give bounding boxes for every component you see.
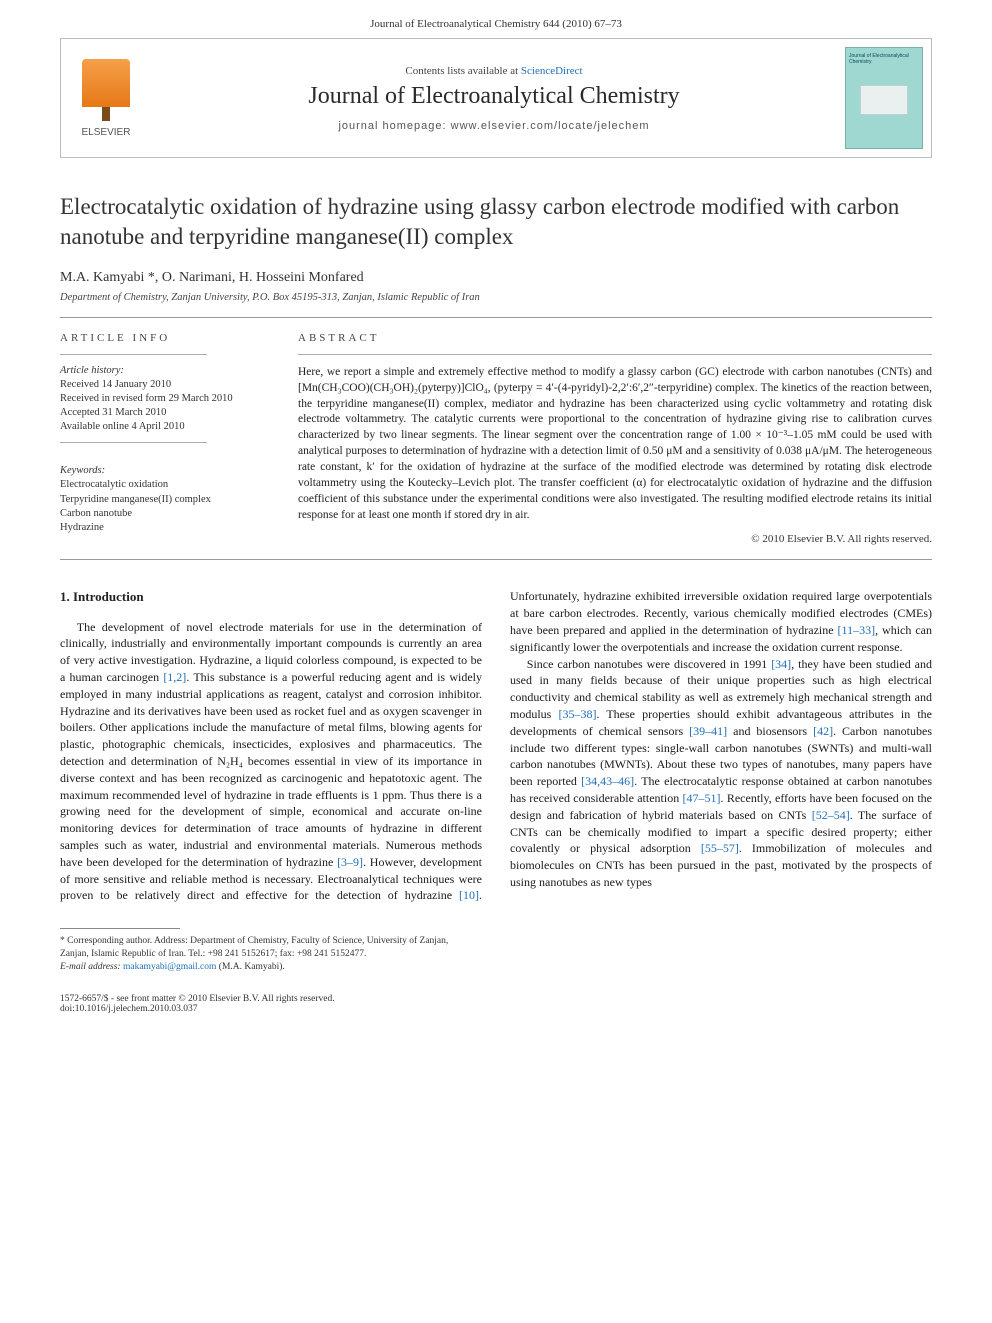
keywords-head: Keywords: <box>60 465 270 476</box>
text: . This substance is a powerful reducing … <box>60 670 482 869</box>
ref-link[interactable]: [1,2] <box>163 670 186 684</box>
ref-link[interactable]: [11–33] <box>838 623 876 637</box>
corresponding-author: * Corresponding author. Address: Departm… <box>60 935 460 961</box>
contents-line: Contents lists available at ScienceDirec… <box>405 65 582 77</box>
running-head: Journal of Electroanalytical Chemistry 6… <box>0 0 992 38</box>
journal-banner: ELSEVIER Contents lists available at Sci… <box>60 38 932 158</box>
ref-link[interactable]: [55–57] <box>701 841 739 855</box>
ref-link[interactable]: [42] <box>813 724 833 738</box>
history-head: Article history: <box>60 365 270 376</box>
divider <box>60 559 932 560</box>
history-line: Available online 4 April 2010 <box>60 420 270 434</box>
divider <box>298 354 932 355</box>
ref-link[interactable]: [35–38] <box>558 707 596 721</box>
ref-link[interactable]: [39–41] <box>689 724 727 738</box>
keyword: Hydrazine <box>60 521 270 535</box>
text: and biosensors <box>727 724 813 738</box>
keyword: Terpyridine manganese(II) complex <box>60 493 270 507</box>
divider <box>60 928 180 929</box>
text: Since carbon nanotubes were discovered i… <box>527 657 771 671</box>
cover-title: Journal of Electroanalytical Chemistry <box>849 54 919 65</box>
article-title-block: Electrocatalytic oxidation of hydrazine … <box>60 192 932 252</box>
elsevier-tree-icon <box>82 59 130 107</box>
abstract-text: Here, we report a simple and extremely e… <box>298 365 932 524</box>
ref-link[interactable]: [10] <box>459 888 479 902</box>
contents-prefix: Contents lists available at <box>405 65 520 77</box>
divider <box>60 442 207 443</box>
history-line: Received 14 January 2010 <box>60 378 270 392</box>
abstract-copyright: © 2010 Elsevier B.V. All rights reserved… <box>298 533 932 545</box>
email-line: E-mail address: makamyabi@gmail.com (M.A… <box>60 961 460 974</box>
sciencedirect-link[interactable]: ScienceDirect <box>521 65 583 77</box>
ref-link[interactable]: [52–54] <box>812 808 850 822</box>
issn-line: 1572-6657/$ - see front matter © 2010 El… <box>60 994 932 1004</box>
keyword: Carbon nanotube <box>60 507 270 521</box>
article-info-heading: ARTICLE INFO <box>60 332 270 344</box>
ref-link[interactable]: [47–51] <box>683 791 721 805</box>
authors-line: M.A. Kamyabi *, O. Narimani, H. Hosseini… <box>60 270 932 286</box>
ref-link[interactable]: [34] <box>771 657 791 671</box>
article-info-col: ARTICLE INFO Article history: Received 1… <box>60 318 270 546</box>
footer-bottom: 1572-6657/$ - see front matter © 2010 El… <box>60 994 932 1014</box>
footnote-block: * Corresponding author. Address: Departm… <box>60 928 932 973</box>
body-columns: 1. Introduction The development of novel… <box>60 588 932 904</box>
journal-name: Journal of Electroanalytical Chemistry <box>308 83 679 110</box>
abstract-heading: ABSTRACT <box>298 332 932 344</box>
ref-link[interactable]: [3–9] <box>337 855 363 869</box>
journal-homepage: journal homepage: www.elsevier.com/locat… <box>338 120 649 132</box>
article-title: Electrocatalytic oxidation of hydrazine … <box>60 192 932 252</box>
intro-paragraph: Since carbon nanotubes were discovered i… <box>510 656 932 891</box>
keyword: Electrocatalytic oxidation <box>60 478 270 492</box>
abstract-col: ABSTRACT Here, we report a simple and ex… <box>298 318 932 546</box>
history-line: Accepted 31 March 2010 <box>60 406 270 420</box>
cover-image-icon <box>860 85 908 115</box>
ref-link[interactable]: [34,43–46] <box>581 774 634 788</box>
email-link[interactable]: makamyabi@gmail.com <box>123 962 216 972</box>
publisher-name: ELSEVIER <box>82 127 131 138</box>
info-abstract-row: ARTICLE INFO Article history: Received 1… <box>60 318 932 546</box>
banner-center: Contents lists available at ScienceDirec… <box>151 39 837 157</box>
email-tail: (M.A. Kamyabi). <box>216 962 284 972</box>
doi-line: doi:10.1016/j.jelechem.2010.03.037 <box>60 1004 932 1014</box>
email-label: E-mail address: <box>60 962 123 972</box>
history-line: Received in revised form 29 March 2010 <box>60 392 270 406</box>
journal-cover-thumb: Journal of Electroanalytical Chemistry <box>845 47 923 149</box>
elsevier-logo: ELSEVIER <box>61 39 151 157</box>
intro-heading: 1. Introduction <box>60 588 482 606</box>
affiliation: Department of Chemistry, Zanjan Universi… <box>60 292 932 303</box>
divider <box>60 354 207 355</box>
